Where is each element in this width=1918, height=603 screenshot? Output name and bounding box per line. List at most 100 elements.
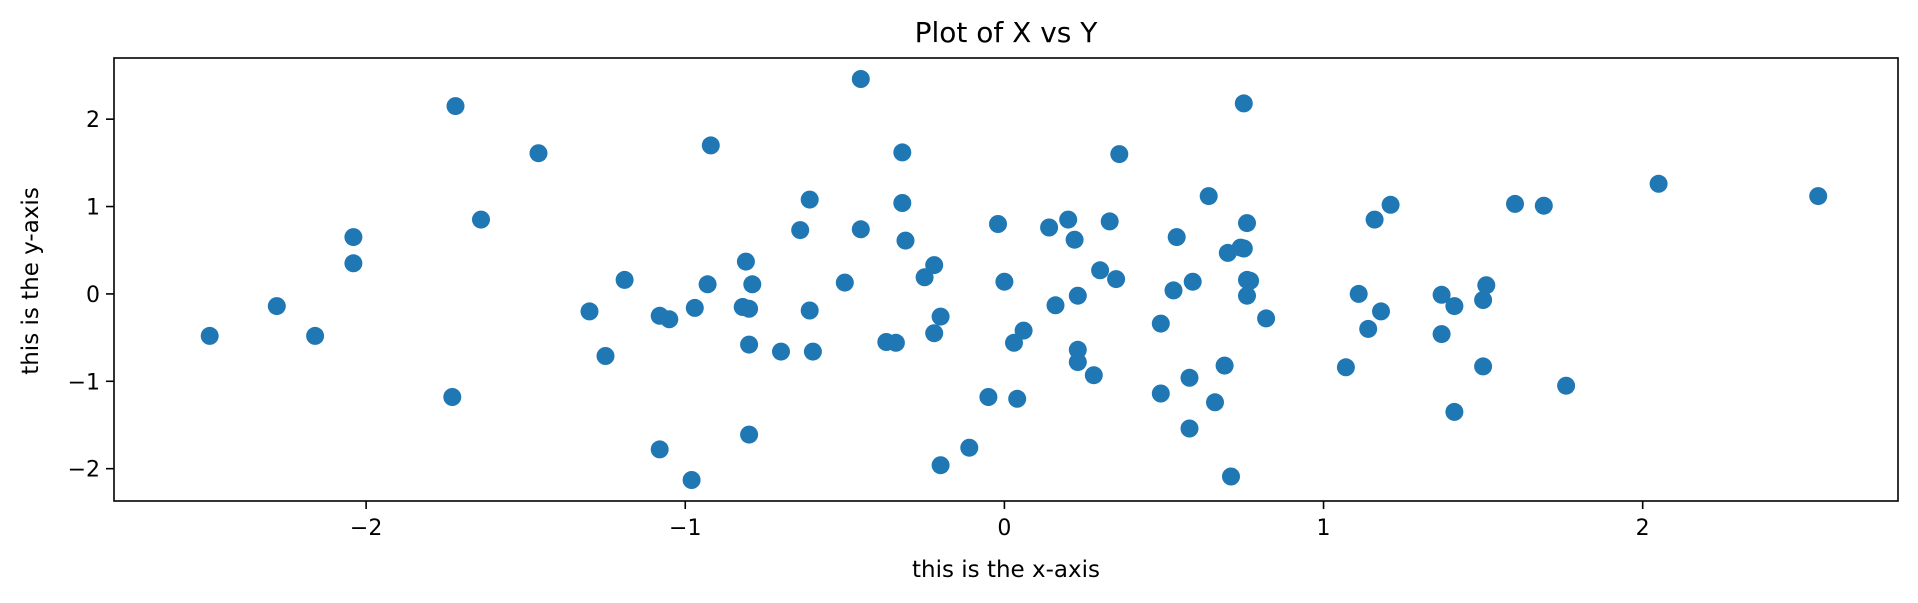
data-point-49 — [1014, 321, 1033, 340]
plot-area-frame — [113, 57, 1899, 502]
y-tick-label-2: 0 — [86, 283, 100, 308]
data-point-80 — [1241, 271, 1260, 290]
y-tick-label-0: −2 — [68, 458, 100, 483]
data-point-91 — [1445, 402, 1464, 421]
data-point-15 — [682, 471, 701, 489]
data-point-56 — [1068, 353, 1087, 372]
data-point-5 — [446, 97, 465, 116]
data-point-55 — [1068, 340, 1087, 359]
data-point-53 — [1065, 230, 1084, 249]
y-tick-label-3: 1 — [86, 196, 100, 221]
y-axis-ticks: −2 −1 0 1 2 — [68, 108, 114, 483]
data-point-76 — [1234, 94, 1253, 113]
data-point-1 — [267, 297, 286, 316]
chart-title: Plot of X vs Y — [915, 16, 1099, 49]
data-point-8 — [529, 144, 548, 163]
x-axis-ticks: −2 −1 0 1 2 — [350, 501, 1650, 541]
data-point-69 — [1199, 187, 1218, 206]
data-point-95 — [1506, 194, 1524, 213]
data-point-63 — [1151, 384, 1170, 403]
data-point-28 — [800, 301, 819, 320]
data-point-88 — [1432, 285, 1451, 304]
data-point-46 — [995, 272, 1014, 291]
data-point-11 — [615, 270, 634, 289]
data-point-44 — [979, 388, 998, 406]
data-point-99 — [1809, 187, 1828, 206]
data-point-3 — [344, 228, 363, 247]
data-point-9 — [580, 302, 599, 321]
data-point-38 — [915, 268, 934, 287]
data-point-39 — [925, 256, 944, 275]
data-point-82 — [1336, 358, 1355, 377]
y-axis-label: this is the y-axis — [18, 187, 44, 375]
data-point-89 — [1432, 325, 1451, 344]
data-point-24 — [740, 425, 759, 444]
data-point-25 — [772, 342, 790, 361]
data-point-43 — [960, 438, 979, 457]
data-point-22 — [743, 275, 762, 294]
data-point-19 — [736, 252, 755, 271]
data-point-17 — [698, 275, 717, 294]
data-point-59 — [1100, 212, 1119, 231]
data-point-81 — [1257, 309, 1276, 328]
data-point-35 — [893, 194, 912, 212]
data-point-13 — [660, 310, 679, 329]
data-point-87 — [1381, 195, 1400, 214]
data-point-34 — [886, 333, 905, 352]
data-point-16 — [685, 298, 704, 317]
data-point-31 — [851, 70, 870, 88]
data-point-64 — [1164, 281, 1183, 300]
data-point-2 — [306, 326, 325, 345]
data-point-45 — [989, 215, 1007, 233]
x-tick-label-3: 1 — [1317, 516, 1331, 541]
data-point-40 — [925, 324, 944, 343]
data-point-6 — [443, 388, 462, 406]
data-point-32 — [851, 220, 870, 239]
data-point-41 — [931, 307, 950, 326]
data-point-84 — [1359, 319, 1378, 338]
data-point-47 — [1005, 333, 1023, 352]
data-point-85 — [1365, 210, 1384, 229]
data-point-65 — [1167, 228, 1186, 247]
data-point-86 — [1372, 302, 1390, 321]
data-point-37 — [896, 231, 915, 250]
data-point-51 — [1046, 296, 1065, 315]
data-point-79 — [1238, 286, 1256, 305]
data-point-77 — [1238, 214, 1256, 233]
data-point-10 — [596, 347, 615, 365]
data-point-90 — [1445, 297, 1464, 316]
data-point-96 — [1534, 196, 1553, 215]
x-axis-label: this is the x-axis — [912, 557, 1100, 583]
data-point-93 — [1474, 357, 1493, 376]
data-points — [200, 70, 1828, 489]
y-tick-label-1: −1 — [68, 370, 100, 395]
data-point-52 — [1059, 210, 1078, 229]
data-point-21 — [740, 299, 759, 318]
data-point-62 — [1151, 314, 1170, 333]
data-point-50 — [1040, 218, 1059, 237]
data-point-57 — [1084, 366, 1103, 385]
data-point-58 — [1091, 261, 1110, 280]
data-point-83 — [1349, 284, 1368, 303]
data-point-4 — [344, 254, 363, 273]
data-point-30 — [835, 273, 854, 292]
x-tick-label-2: 0 — [997, 516, 1011, 541]
data-point-75 — [1234, 239, 1253, 258]
x-tick-label-0: −2 — [350, 516, 382, 541]
data-point-71 — [1215, 356, 1234, 375]
data-point-14 — [650, 440, 669, 459]
data-point-61 — [1110, 145, 1129, 164]
data-point-0 — [200, 326, 219, 345]
data-point-23 — [740, 335, 759, 354]
data-point-94 — [1477, 276, 1496, 295]
data-point-70 — [1206, 393, 1224, 412]
y-tick-label-4: 2 — [86, 108, 100, 133]
data-point-48 — [1008, 389, 1027, 408]
data-point-7 — [472, 210, 490, 229]
data-point-60 — [1107, 270, 1126, 289]
data-point-66 — [1180, 368, 1199, 387]
data-point-92 — [1474, 291, 1493, 309]
data-point-54 — [1068, 286, 1087, 305]
